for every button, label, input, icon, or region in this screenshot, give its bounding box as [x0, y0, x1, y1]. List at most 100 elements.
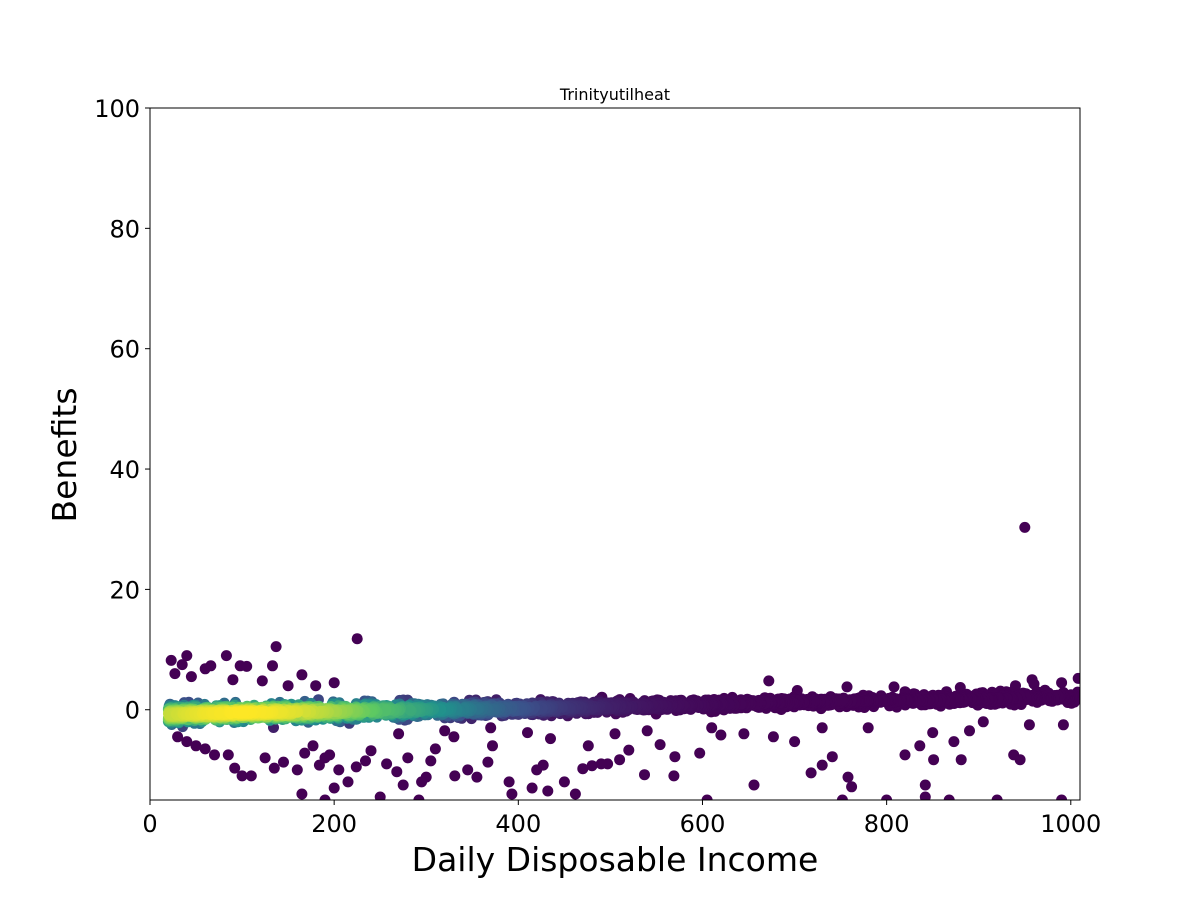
outlier-point [190, 740, 202, 752]
outlier-point [397, 779, 409, 791]
outlier-point [919, 791, 931, 800]
outlier-point [542, 785, 554, 797]
outlier-point [1056, 677, 1068, 689]
outlier-point [609, 728, 621, 740]
outlier-point [694, 747, 706, 759]
outlier-point [199, 743, 211, 755]
band-point [380, 705, 391, 717]
outlier-point [350, 761, 362, 773]
outlier-point [296, 788, 308, 800]
outlier-point [522, 727, 533, 739]
outlier-point [296, 669, 308, 681]
outlier-point [241, 660, 253, 672]
points-layer [162, 521, 1080, 800]
chart-title: Trinityutilheat [559, 85, 670, 104]
outlier-point [586, 760, 598, 772]
outlier-point [256, 675, 268, 687]
outlier-point [1019, 521, 1031, 533]
outlier-point [487, 740, 498, 752]
outlier-point [763, 675, 775, 687]
outlier-point [964, 725, 975, 737]
outlier-point [165, 654, 177, 666]
x-tick-label: 600 [680, 810, 726, 838]
outlier-point [449, 770, 461, 782]
outlier-point [485, 722, 497, 734]
outlier-point [862, 722, 874, 734]
outlier-point [816, 759, 828, 771]
outlier-point [506, 788, 518, 800]
outlier-point [176, 659, 188, 671]
y-tick-label: 100 [94, 95, 140, 123]
outlier-point [841, 681, 853, 693]
outlier-point [169, 668, 181, 680]
outlier-point [1023, 719, 1035, 731]
outlier-point [836, 794, 848, 800]
outlier-point [185, 671, 197, 683]
outlier-point [1056, 794, 1068, 800]
outlier-point [977, 716, 989, 728]
outlier-point [259, 752, 271, 764]
outlier-point [310, 680, 322, 692]
outlier-point [614, 754, 626, 766]
outlier-point [319, 794, 331, 800]
outlier-point [328, 782, 340, 794]
outlier-point [381, 758, 393, 770]
x-tick-label: 1000 [1040, 810, 1101, 838]
x-tick-label: 800 [864, 810, 910, 838]
y-tick-label: 0 [125, 697, 140, 725]
outlier-point [668, 770, 680, 782]
outlier-point [402, 752, 414, 764]
outlier-point [374, 791, 386, 800]
x-axis-label: Daily Disposable Income [412, 840, 819, 879]
plot-frame [149, 107, 1081, 801]
y-tick-label: 60 [109, 336, 140, 364]
outlier-point [928, 754, 940, 766]
outlier-point [425, 755, 437, 767]
outlier-point [943, 794, 955, 800]
outlier-point [342, 776, 354, 788]
outlier-point [503, 776, 515, 788]
outlier-point [948, 736, 960, 748]
outlier-point [899, 749, 911, 761]
outlier-point [805, 767, 817, 779]
outlier-point [471, 771, 483, 783]
outlier-point [439, 725, 451, 737]
outlier-point [236, 770, 248, 782]
outlier-point [715, 729, 727, 741]
outlier-point [826, 751, 838, 763]
outlier-point [282, 680, 294, 692]
y-tick-label: 40 [109, 456, 140, 484]
outlier-point [351, 633, 363, 645]
outlier-point [531, 764, 543, 776]
outlier-point [222, 749, 234, 761]
outlier-point [391, 766, 403, 778]
outlier-point [1057, 719, 1069, 731]
outlier-point [816, 722, 828, 734]
outlier-point [267, 660, 278, 672]
outlier-point [270, 641, 282, 653]
outlier-point [333, 764, 345, 776]
outlier-point [641, 725, 653, 737]
outlier-point [209, 749, 220, 761]
outlier-point [706, 722, 718, 734]
outlier-point [914, 740, 926, 752]
outlier-point [360, 755, 371, 767]
outlier-point [462, 764, 474, 776]
band-point [214, 707, 225, 719]
outlier-point [927, 727, 939, 739]
outlier-point [413, 794, 425, 800]
outlier-point [991, 794, 1003, 800]
y-tick-label: 80 [109, 215, 140, 243]
outlier-point [881, 794, 893, 800]
outlier-point [569, 788, 581, 800]
outlier-point [1014, 754, 1026, 766]
outlier-point [558, 776, 570, 788]
band-point [237, 707, 249, 719]
y-tick-label: 20 [109, 576, 140, 604]
outlier-point [846, 781, 858, 793]
outlier-point [482, 756, 494, 768]
outlier-point [595, 758, 607, 770]
outlier-point [526, 782, 538, 794]
outlier-point [172, 731, 184, 743]
outlier-point [738, 728, 750, 740]
